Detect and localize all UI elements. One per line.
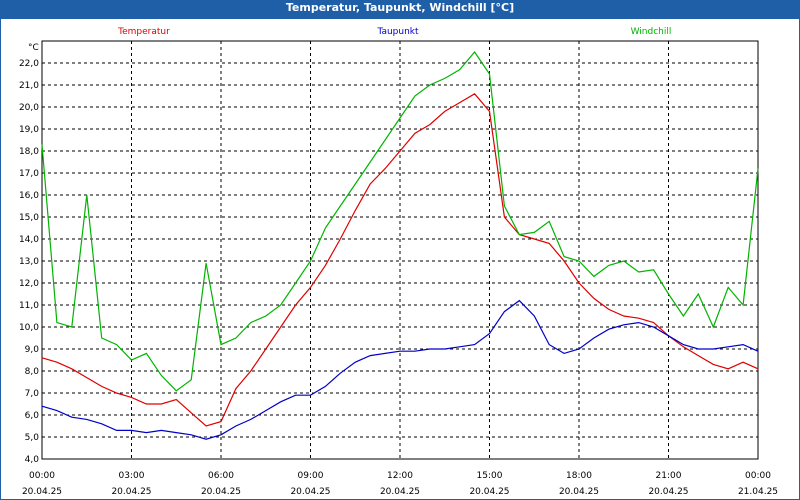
y-tick-label: 14,0 xyxy=(19,235,39,245)
x-tick-time: 06:00 xyxy=(208,471,234,481)
legend-windchill: Windchill xyxy=(631,27,672,37)
x-tick-date: 20.04.25 xyxy=(469,487,509,497)
x-tick-time: 18:00 xyxy=(566,471,592,481)
y-tick-label: 21,0 xyxy=(19,81,39,91)
y-tick-label: 6,0 xyxy=(25,411,40,421)
x-tick-time: 00:00 xyxy=(745,471,771,481)
line-chart: 4,0 5,0 6,0 7,0 8,0 9,0 10,0 11,0 12,0 13,0 14,0 15… xyxy=(19,27,778,497)
series-line-temperatur xyxy=(41,93,759,427)
x-tick-date: 20.04.25 xyxy=(380,487,420,497)
x-tick-date: 21.04.25 xyxy=(738,487,778,497)
y-tick-label: 19,0 xyxy=(19,125,39,135)
x-tick-time: 03:00 xyxy=(119,471,145,481)
series-line-taupunkt xyxy=(41,299,759,440)
y-tick-label: 13,0 xyxy=(19,257,39,267)
plot-area-border xyxy=(41,40,759,460)
y-tick-label: 8,0 xyxy=(25,367,40,377)
y-tick-label: 17,0 xyxy=(19,169,39,179)
x-tick-time: 00:00 xyxy=(29,471,55,481)
x-tick-time: 09:00 xyxy=(298,471,324,481)
x-tick-time: 15:00 xyxy=(477,471,503,481)
y-tick-label: 4,0 xyxy=(25,455,40,465)
legend-taupunkt: Taupunkt xyxy=(376,27,419,37)
x-tick-date: 20.04.25 xyxy=(648,487,688,497)
y-axis-label: °C xyxy=(28,43,39,53)
y-tick-label: 5,0 xyxy=(25,433,40,443)
x-tick-date: 20.04.25 xyxy=(290,487,330,497)
x-tick-date: 20.04.25 xyxy=(111,487,151,497)
y-tick-label: 20,0 xyxy=(19,103,39,113)
y-tick-label: 15,0 xyxy=(19,213,39,223)
x-tick-time: 12:00 xyxy=(387,471,413,481)
y-tick-label: 22,0 xyxy=(19,59,39,69)
y-tick-label: 9,0 xyxy=(25,345,40,355)
x-tick-time: 21:00 xyxy=(656,471,682,481)
y-tick-label: 16,0 xyxy=(19,191,39,201)
y-tick-label: 18,0 xyxy=(19,147,39,157)
y-tick-label: 12,0 xyxy=(19,279,39,289)
y-tick-label: 11,0 xyxy=(19,301,39,311)
x-tick-date: 20.04.25 xyxy=(559,487,599,497)
window-title: Temperatur, Taupunkt, Windchill [°C] xyxy=(1,1,799,19)
x-tick-date: 20.04.25 xyxy=(22,487,62,497)
y-tick-label: 10,0 xyxy=(19,323,39,333)
x-tick-date: 20.04.25 xyxy=(201,487,241,497)
series-line-windchill xyxy=(41,51,759,392)
legend-temperatur: Temperatur xyxy=(117,27,170,37)
y-tick-label: 7,0 xyxy=(25,389,40,399)
